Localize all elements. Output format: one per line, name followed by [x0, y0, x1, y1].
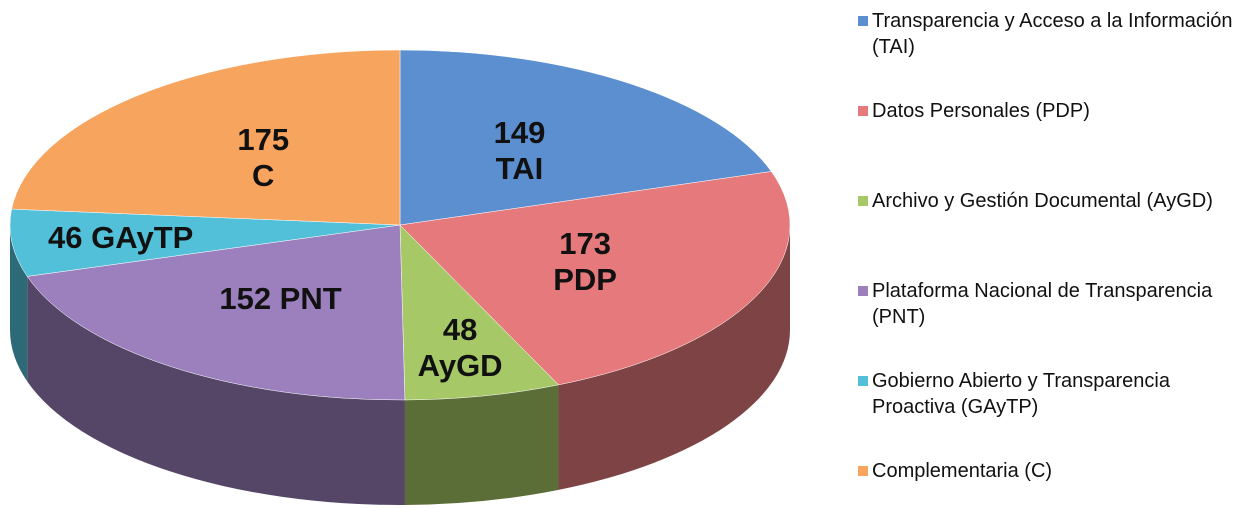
data-label: 175 C: [237, 121, 290, 193]
slice-side: [558, 225, 790, 490]
slice: [9, 208, 401, 277]
legend-swatch: [858, 286, 868, 296]
legend-label: Transparencia y Acceso a la Información …: [872, 10, 1233, 58]
legend-label: Archivo y Gestión Documental (AyGD): [872, 190, 1213, 212]
legend-item: Archivo y Gestión Documental (AyGD): [858, 188, 1234, 214]
slice: [399, 224, 560, 401]
legend-item: Complementaria (C): [858, 458, 1234, 484]
slice: [399, 49, 772, 226]
data-label: 173 PDP: [553, 226, 617, 298]
slice: [399, 171, 791, 386]
slice-side: [27, 276, 405, 505]
legend-label: Gobierno Abierto y Transparencia Proacti…: [872, 370, 1170, 418]
legend-swatch: [858, 16, 868, 26]
legend-item: Transparencia y Acceso a la Información …: [858, 8, 1234, 60]
legend-swatch: [858, 466, 868, 476]
legend-label: Complementaria (C): [872, 460, 1053, 482]
legend-label: Datos Personales (PDP): [872, 100, 1090, 122]
data-label: 48 AyGD: [417, 312, 503, 384]
slice-side: [10, 225, 28, 382]
data-label: 149 TAI: [493, 115, 546, 187]
legend-swatch: [858, 376, 868, 386]
legend-label: Plataforma Nacional de Transparencia (PN…: [872, 280, 1213, 328]
legend-swatch: [858, 196, 868, 206]
slice: [26, 224, 406, 401]
data-label: 46 GAyTP: [48, 220, 194, 256]
data-label: 152 PNT: [219, 280, 342, 316]
legend-item: Plataforma Nacional de Transparencia (PN…: [858, 278, 1234, 330]
slice: [11, 49, 401, 226]
legend-swatch: [858, 106, 868, 116]
legend-item: Gobierno Abierto y Transparencia Proacti…: [858, 368, 1234, 420]
slice-side: [404, 384, 559, 505]
legend-item: Datos Personales (PDP): [858, 98, 1234, 124]
